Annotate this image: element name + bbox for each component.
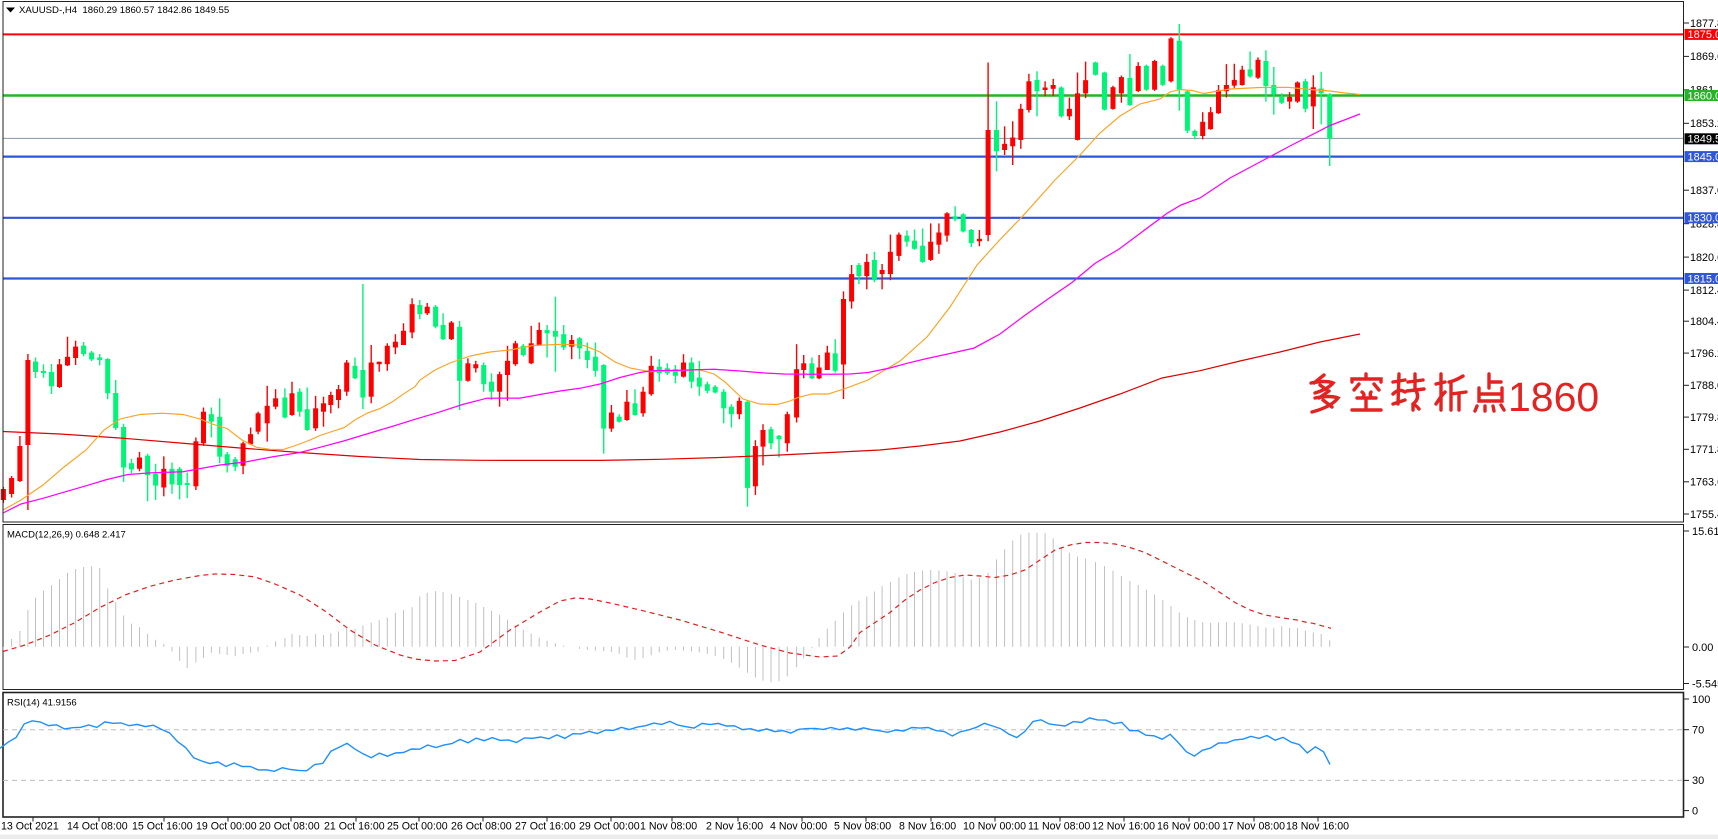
- svg-text:1869.6: 1869.6: [1690, 51, 1718, 63]
- svg-text:26 Oct 08:00: 26 Oct 08:00: [451, 821, 512, 833]
- svg-text:1877.8: 1877.8: [1690, 18, 1718, 30]
- svg-text:1815.00: 1815.00: [1688, 273, 1718, 285]
- svg-text:1860: 1860: [1508, 374, 1599, 420]
- svg-text:27 Oct 16:00: 27 Oct 16:00: [515, 821, 576, 833]
- svg-text:1875.00: 1875.00: [1688, 29, 1718, 41]
- svg-text:25 Oct 00:00: 25 Oct 00:00: [387, 821, 448, 833]
- svg-text:1820.6: 1820.6: [1690, 252, 1718, 264]
- svg-text:1860.00: 1860.00: [1688, 90, 1718, 102]
- svg-text:1853.2: 1853.2: [1690, 118, 1718, 130]
- svg-text:16 Nov 00:00: 16 Nov 00:00: [1157, 821, 1220, 833]
- svg-text:1845.00: 1845.00: [1688, 151, 1718, 163]
- svg-text:11 Nov 08:00: 11 Nov 08:00: [1028, 821, 1090, 833]
- svg-text:12 Nov 16:00: 12 Nov 16:00: [1092, 821, 1155, 833]
- svg-text:1771.8: 1771.8: [1690, 444, 1718, 456]
- svg-text:1837.0: 1837.0: [1690, 185, 1718, 197]
- svg-text:0: 0: [1692, 805, 1698, 817]
- svg-text:10 Nov 00:00: 10 Nov 00:00: [963, 821, 1026, 833]
- svg-text:4 Nov 00:00: 4 Nov 00:00: [770, 821, 827, 833]
- svg-text:29 Oct 00:00: 29 Oct 00:00: [579, 821, 640, 833]
- svg-text:1812.4: 1812.4: [1690, 285, 1718, 297]
- svg-text:14 Oct 08:00: 14 Oct 08:00: [67, 821, 128, 833]
- svg-text:0.00: 0.00: [1692, 642, 1713, 654]
- svg-text:-5.545: -5.545: [1692, 678, 1718, 690]
- svg-text:1849.55: 1849.55: [1688, 134, 1718, 146]
- svg-text:1830.00: 1830.00: [1688, 213, 1718, 225]
- svg-text:1779.8: 1779.8: [1690, 412, 1718, 424]
- svg-text:30: 30: [1692, 775, 1704, 787]
- svg-text:21 Oct 16:00: 21 Oct 16:00: [324, 821, 385, 833]
- svg-text:100: 100: [1692, 694, 1710, 706]
- svg-text:1 Nov 08:00: 1 Nov 08:00: [640, 821, 697, 833]
- svg-text:1788.0: 1788.0: [1690, 380, 1718, 392]
- svg-text:5 Nov 08:00: 5 Nov 08:00: [834, 821, 891, 833]
- svg-text:17 Nov 08:00: 17 Nov 08:00: [1222, 821, 1285, 833]
- svg-text:RSI(14) 41.9156: RSI(14) 41.9156: [7, 698, 77, 709]
- svg-text:1796.2: 1796.2: [1690, 348, 1718, 360]
- svg-text:8 Nov 16:00: 8 Nov 16:00: [899, 821, 956, 833]
- svg-text:1755.4: 1755.4: [1690, 509, 1718, 521]
- svg-text:MACD(12,26,9) 0.648 2.417: MACD(12,26,9) 0.648 2.417: [7, 530, 126, 541]
- svg-text:1804.4: 1804.4: [1690, 316, 1718, 328]
- svg-text:2 Nov 16:00: 2 Nov 16:00: [706, 821, 763, 833]
- svg-text:15.618: 15.618: [1692, 526, 1718, 538]
- svg-text:1763.6: 1763.6: [1690, 477, 1718, 489]
- svg-text:20 Oct 08:00: 20 Oct 08:00: [259, 821, 320, 833]
- svg-text:18 Nov 16:00: 18 Nov 16:00: [1286, 821, 1349, 833]
- svg-text:XAUUSD-,H4 1860.29 1860.57 18: XAUUSD-,H4 1860.29 1860.57 1842.86 1849.…: [19, 5, 229, 16]
- svg-text:15 Oct 16:00: 15 Oct 16:00: [132, 821, 193, 833]
- svg-text:13 Oct 2021: 13 Oct 2021: [1, 821, 59, 833]
- svg-text:19 Oct 00:00: 19 Oct 00:00: [196, 821, 257, 833]
- svg-text:70: 70: [1692, 725, 1704, 737]
